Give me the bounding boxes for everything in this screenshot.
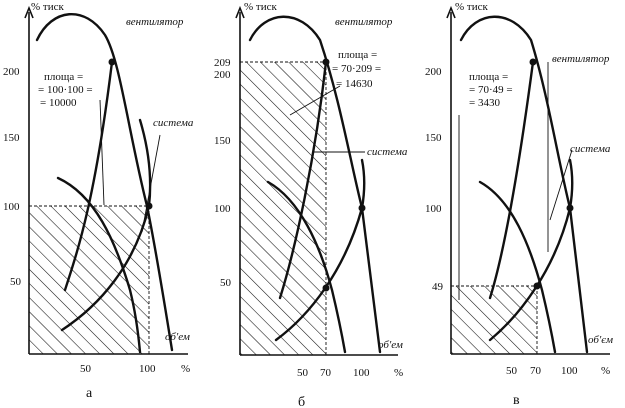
panel-b-area-line-2: = 70·209 = [332,63,381,75]
panel-c: % тиск вентилятор система площа = = 70·4… [425,1,613,408]
panel-b-fan-label: вентилятор [335,16,393,28]
panel-a-fan-curve [35,12,174,352]
panel-a-x-label: об'ем [165,331,190,343]
panel-c-x-label: об'єм [588,334,613,346]
panel-a-x-unit: % [181,363,190,375]
panel-b-fan-curve [248,15,382,354]
panel-b-second-fan-curve [278,60,328,300]
panel-b-x-label: об'ем [378,339,403,351]
panel-a-area-line-3: = 10000 [40,97,77,109]
panel-a-area-line-1: площа = [44,71,83,83]
panel-a-system-label: система [153,117,194,129]
panel-c-y-tick-49: 49 [432,281,444,293]
panel-b: % тиск вентилятор система площа = = 70·2… [214,1,408,408]
panel-a-second-system-curve [56,176,142,354]
panel-a-second-fan-curve [63,60,114,292]
panel-a-y-tick-200: 200 [3,66,20,78]
panel-a: % тиск вентилятор система площа = = 100·… [3,1,194,401]
panel-b-y-tick-100: 100 [214,203,231,215]
panel-a-area-line-2: = 100·100 = [38,84,93,96]
panel-c-fan-curve [459,15,589,354]
panel-c-second-system-curve [478,180,557,354]
panel-c-fan-label: вентилятор [552,53,610,65]
panel-b-hatched-area [240,62,326,355]
panel-c-fan-system-point [566,204,574,212]
panel-b-y-label: % тиск [244,1,277,13]
panel-a-y-tick-150: 150 [3,132,20,144]
panel-c-y-tick-200: 200 [425,66,442,78]
panel-b-x-unit: % [394,367,403,379]
panel-c-hatched-area [451,286,537,354]
panel-b-second-system-curve [266,180,347,354]
panel-c-max-point [529,58,537,66]
panel-c-y-tick-150: 150 [425,132,442,144]
panel-a-caption: а [86,386,93,401]
panel-b-system-label: система [367,146,408,158]
panel-b-caption: б [298,395,305,408]
panel-a-system-curve [60,118,152,332]
panel-a-y-tick-50: 50 [10,276,22,288]
panel-a-x-tick-100: 100 [139,363,156,375]
panel-c-y-label: % тиск [455,1,488,13]
panel-b-y-tick-150: 150 [214,135,231,147]
panel-a-y-tick-100: 100 [3,201,20,213]
panel-c-second-fan-curve [488,60,535,300]
panel-b-x-tick-50: 50 [297,367,309,379]
panel-b-intersection-point [322,284,330,292]
panel-b-operating-point [322,58,330,66]
panel-b-area-line-3: = 14630 [336,78,373,90]
panel-b-y-tick-50: 50 [220,277,232,289]
panel-c-x-tick-50: 50 [506,365,518,377]
panel-b-y-tick-209: 209 [214,57,231,69]
panel-b-area-line-1: площа = [338,49,377,61]
panel-c-system-label: система [570,143,611,155]
panel-c-operating-point [533,282,541,290]
panel-c-x-tick-100: 100 [561,365,578,377]
panel-b-fan-system-point [358,204,366,212]
panel-b-y-tick-200: 200 [214,69,231,81]
panel-a-max-point [108,58,116,66]
panel-c-x-tick-70: 70 [530,365,542,377]
panel-c-y-tick-100: 100 [425,203,442,215]
panel-a-hatched-area [29,206,149,354]
panel-a-x-tick-50: 50 [80,363,92,375]
panel-b-system-curve [274,158,366,342]
panel-c-system-curve [488,158,574,342]
panel-c-area-line-2: = 70·49 = [469,84,513,96]
panel-c-x-unit: % [601,365,610,377]
panel-c-area-line-3: = 3430 [469,97,500,109]
panel-c-area-line-1: площа = [469,71,508,83]
panel-b-x-tick-100: 100 [353,367,370,379]
panel-a-fan-label: вентилятор [126,16,184,28]
panel-c-caption: в [513,393,520,408]
panel-a-y-label: % тиск [31,1,64,13]
panel-b-x-tick-70: 70 [320,367,332,379]
